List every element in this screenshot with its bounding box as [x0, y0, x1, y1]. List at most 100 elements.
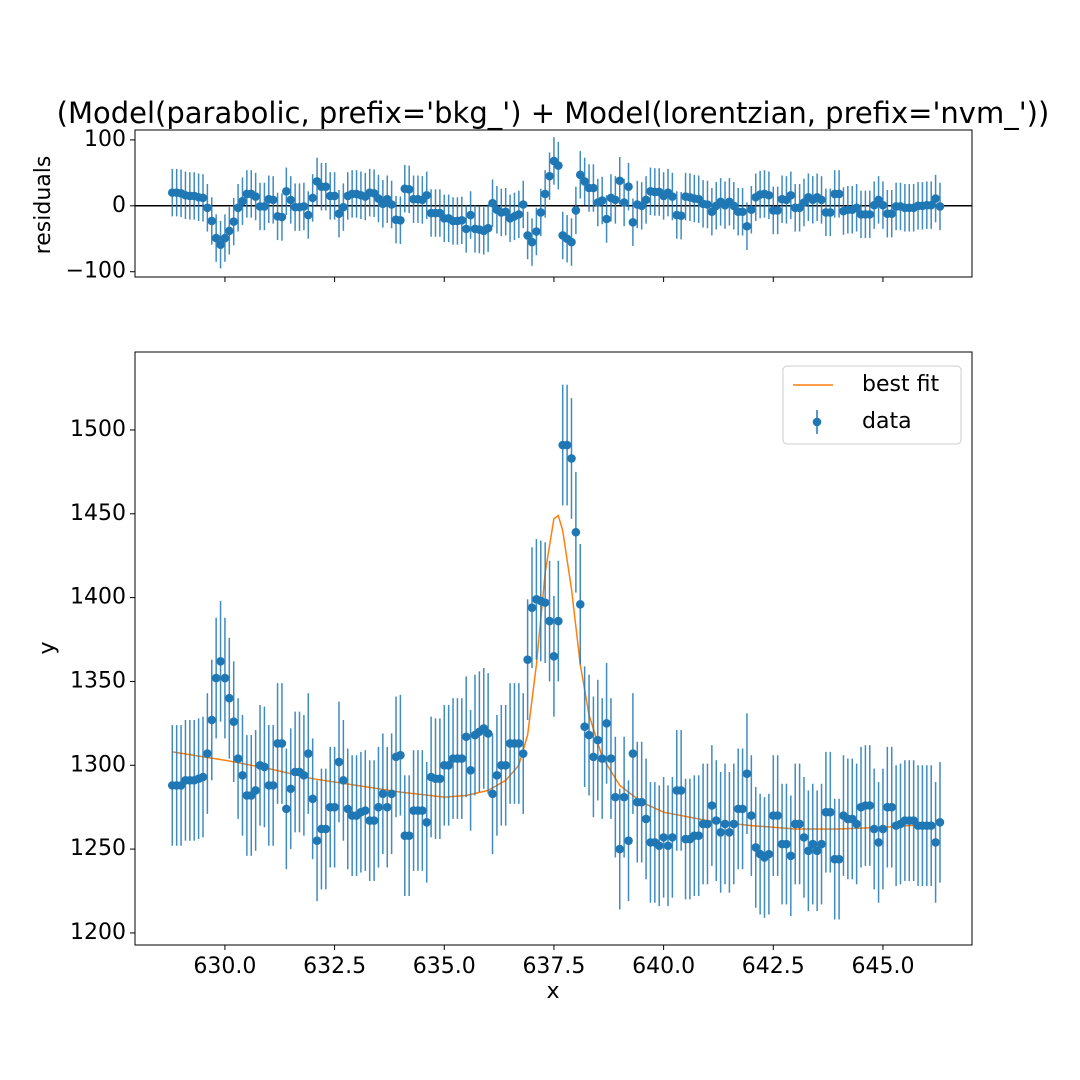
- data-point: [260, 762, 269, 772]
- data-point: [751, 843, 761, 852]
- data-point: [826, 807, 835, 817]
- data-point: [887, 209, 897, 219]
- data-point: [615, 844, 625, 854]
- data-point: [404, 185, 414, 194]
- data-point: [382, 802, 392, 812]
- data-point: [303, 210, 313, 220]
- data-point: [211, 673, 221, 683]
- data-point: [615, 176, 625, 186]
- data-point: [865, 801, 875, 810]
- data-point: [764, 190, 774, 200]
- data-point: [418, 806, 427, 815]
- data-point: [220, 233, 230, 243]
- data-point: [238, 771, 247, 780]
- data-point: [637, 201, 646, 211]
- data-point: [501, 760, 510, 770]
- data-point: [782, 839, 791, 849]
- data-point: [229, 217, 239, 226]
- data-point: [597, 196, 607, 205]
- data-point: [339, 776, 348, 785]
- y-tick-label: 1400: [70, 585, 126, 610]
- data-point: [545, 616, 554, 626]
- y-tick-label: 0: [112, 193, 126, 218]
- data-point: [817, 839, 826, 849]
- data-point: [694, 831, 704, 840]
- data-point: [488, 789, 497, 799]
- data-point: [545, 171, 554, 181]
- data-point: [663, 841, 673, 851]
- data-point: [207, 715, 217, 725]
- data-point: [466, 210, 475, 220]
- data-point: [216, 240, 225, 249]
- data-point: [523, 655, 532, 664]
- data-point: [422, 190, 432, 200]
- data-point: [540, 189, 550, 199]
- data-point: [260, 202, 269, 211]
- data-point: [483, 729, 493, 738]
- data-point: [707, 207, 717, 217]
- data-point: [303, 749, 313, 758]
- data-point: [396, 216, 405, 225]
- data-point: [501, 207, 510, 217]
- data-point: [834, 854, 844, 864]
- data-point: [874, 838, 883, 847]
- data-point: [312, 836, 322, 846]
- data-point: [878, 824, 888, 834]
- data-point: [518, 200, 528, 209]
- data-point: [676, 786, 686, 795]
- data-point: [611, 792, 620, 802]
- data-point: [795, 819, 804, 829]
- x-tick-label: 637.5: [522, 954, 585, 979]
- x-tick-label: 642.5: [742, 954, 805, 979]
- chart-title: (Model(parabolic, prefix='bkg_') + Model…: [57, 96, 1050, 130]
- x-tick-label: 640.0: [632, 954, 695, 979]
- x-tick-label: 632.5: [303, 954, 366, 979]
- x-axis-label: x: [546, 979, 559, 1004]
- data-point: [567, 454, 576, 463]
- y-tick-label: 100: [84, 127, 126, 152]
- data-point: [282, 804, 291, 814]
- x-tick-label: 645.0: [851, 954, 914, 979]
- data-point: [404, 831, 414, 840]
- data-point: [207, 216, 217, 226]
- data-point: [764, 849, 774, 859]
- data-point: [834, 189, 844, 199]
- data-point: [668, 192, 677, 201]
- data-point: [575, 600, 585, 609]
- data-point: [457, 216, 467, 225]
- data-point: [716, 828, 725, 837]
- data-point: [935, 817, 945, 827]
- data-point: [654, 841, 664, 851]
- data-point: [729, 819, 739, 829]
- data-point: [619, 198, 629, 207]
- data-point: [711, 816, 721, 825]
- data-point: [233, 754, 243, 763]
- data-point: [812, 846, 822, 856]
- data-point: [817, 195, 826, 205]
- y-axis-label: y: [35, 641, 60, 654]
- y-tick-label: 1350: [70, 668, 126, 693]
- y-tick-label: 1250: [70, 836, 126, 861]
- data-point: [602, 719, 611, 728]
- data-point: [492, 771, 502, 780]
- data-point: [514, 210, 524, 219]
- data-point: [532, 227, 541, 236]
- data-point: [527, 237, 537, 247]
- data-point: [878, 200, 888, 210]
- data-point: [597, 754, 607, 763]
- y-tick-label: 1200: [70, 920, 126, 945]
- data-point: [637, 797, 646, 807]
- data-point: [229, 717, 239, 726]
- data-point: [676, 211, 686, 220]
- data-point: [659, 833, 668, 842]
- data-point: [457, 754, 467, 763]
- data-point: [926, 821, 936, 830]
- data-point: [562, 440, 572, 450]
- data-point: [523, 231, 532, 240]
- data-point: [611, 195, 620, 205]
- data-point: [422, 817, 432, 827]
- data-point: [225, 226, 234, 236]
- data-point: [852, 203, 861, 213]
